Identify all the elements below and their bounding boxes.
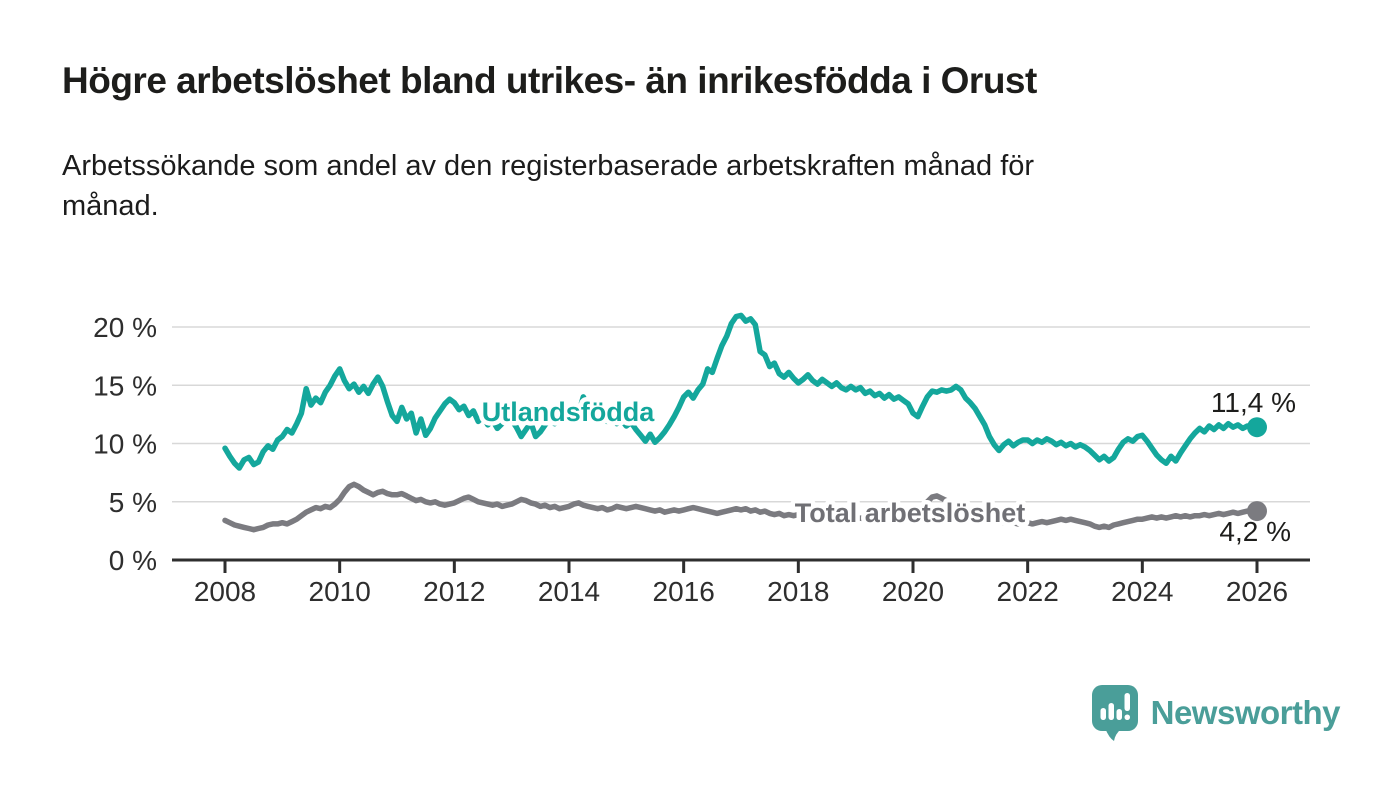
end-value-label: 11,4 % — [1211, 387, 1296, 418]
end-value-label: 4,2 % — [1219, 516, 1291, 547]
series-end-dot — [1246, 501, 1267, 522]
x-tick-label: 2020 — [882, 576, 944, 607]
y-tick-label: 0 % — [109, 545, 157, 576]
y-tick-label: 20 % — [93, 312, 157, 343]
x-tick-label: 2016 — [653, 576, 715, 607]
series-inline-label: Utlandsfödda — [482, 397, 655, 427]
newsworthy-logo-icon — [1091, 685, 1138, 741]
x-tick-label: 2008 — [194, 576, 256, 607]
y-tick-label: 10 % — [93, 429, 157, 460]
series-line-utlandsfodda — [222, 312, 1260, 471]
y-tick-label: 15 % — [93, 370, 157, 401]
y-tick-label: 5 % — [109, 487, 157, 518]
newsworthy-logo: Newsworthy — [1091, 684, 1341, 742]
x-tick-label: 2018 — [767, 576, 829, 607]
x-tick-label: 2022 — [997, 576, 1059, 607]
x-tick-label: 2012 — [423, 576, 485, 607]
x-tick-label: 2026 — [1226, 576, 1288, 607]
x-tick-label: 2010 — [309, 576, 371, 607]
series-end-dot — [1246, 417, 1267, 438]
chart-subtitle: Arbetssökande som andel av den registerb… — [62, 146, 1034, 226]
series-inline-label: Total arbetslöshet — [795, 498, 1026, 528]
page-title: Högre arbetslöshet bland utrikes- än inr… — [62, 60, 1037, 101]
newsworthy-wordmark: Newsworthy — [1150, 694, 1341, 731]
subtitle-line-1: Arbetssökande som andel av den registerb… — [62, 150, 1035, 182]
subtitle-line-2: månad. — [62, 190, 159, 222]
x-tick-label: 2024 — [1111, 576, 1173, 607]
x-tick-label: 2014 — [538, 576, 600, 607]
series-line-total — [222, 481, 1260, 533]
